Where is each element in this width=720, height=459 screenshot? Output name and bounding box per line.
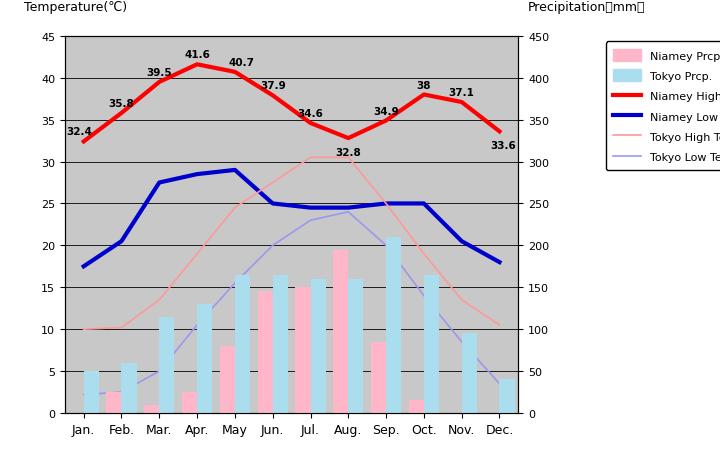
Bar [197,304,212,413]
Text: 37.9: 37.9 [260,81,286,91]
Bar [182,392,197,413]
Bar [409,401,424,413]
Text: 41.6: 41.6 [184,50,210,60]
Bar [386,237,401,413]
Text: 37.1: 37.1 [449,88,474,98]
Bar [220,346,235,413]
Text: 33.6: 33.6 [491,141,516,151]
Bar [424,275,439,413]
Bar [159,317,174,413]
Bar [84,371,99,413]
Bar [348,279,364,413]
Bar [258,292,273,413]
Text: 39.5: 39.5 [146,68,172,78]
Bar [310,279,325,413]
Text: 38: 38 [417,80,431,90]
Bar [371,342,386,413]
Bar [333,250,348,413]
Text: 34.6: 34.6 [297,109,323,119]
Bar [273,275,288,413]
Bar [500,380,515,413]
Bar [107,392,122,413]
Bar [462,334,477,413]
Text: 35.8: 35.8 [109,99,135,109]
Bar [235,275,250,413]
Text: 32.8: 32.8 [336,147,361,157]
Text: 34.9: 34.9 [373,106,399,116]
Bar [122,363,137,413]
Text: Precipitation（mm）: Precipitation（mm） [528,1,645,14]
Bar [144,405,159,413]
Text: 40.7: 40.7 [229,58,255,68]
Text: 32.4: 32.4 [66,127,92,137]
Text: Temperature(℃): Temperature(℃) [24,1,127,14]
Bar [295,288,310,413]
Legend: Niamey Prcp., Tokyo Prcp., Niamey High Temp., Niamey Low Temp., Tokyo High Temp.: Niamey Prcp., Tokyo Prcp., Niamey High T… [606,42,720,171]
